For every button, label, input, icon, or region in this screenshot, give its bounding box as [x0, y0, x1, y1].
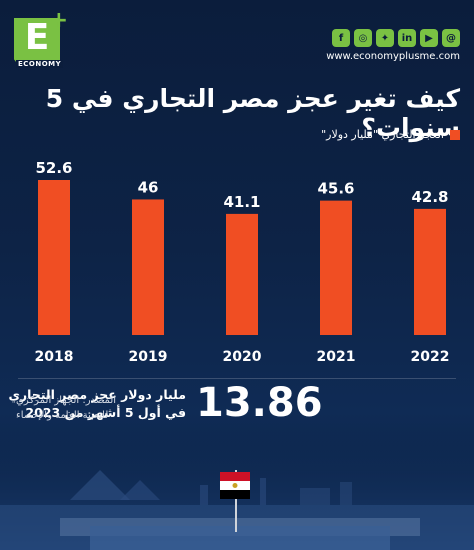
egypt-skyline-illustration — [0, 430, 474, 550]
stat-line-1: مليار دولار عجز مصر التجاري — [8, 387, 186, 402]
x-tick-label: 2021 — [317, 349, 356, 365]
bar-2020 — [226, 213, 258, 335]
legend-swatch — [450, 129, 460, 140]
logo-wordmark: ECONOMY — [16, 60, 64, 68]
twitter-icon[interactable]: ✦ — [376, 29, 394, 47]
divider — [18, 378, 456, 379]
x-tick-label: 2022 — [411, 349, 450, 365]
stat-value: 13.86 — [196, 380, 323, 426]
x-tick-label: 2019 — [129, 349, 168, 365]
stat-line-2: في أول 5 أشهر من 2023 — [25, 405, 186, 421]
egypt-flag-icon — [220, 472, 250, 499]
instagram-icon[interactable]: ◎ — [354, 29, 372, 47]
logo-box: E — [14, 18, 60, 64]
x-tick-label: 2020 — [223, 349, 262, 365]
bar-chart: 52.6 2018 46 2019 41.1 2020 45.6 2021 42.8 2022 — [35, 159, 450, 365]
source-line-1: المصدر: الجهاز المركزي — [16, 395, 117, 406]
facebook-icon[interactable]: f — [332, 29, 350, 47]
bar-2019 — [132, 199, 164, 335]
chart-legend: العجز التجاري "مليار دولار" — [321, 128, 460, 141]
economy-plus-logo: E + ECONOMY — [14, 8, 68, 68]
source-line-2: للتعبئة العامة والإحصاء — [16, 410, 109, 421]
logo-letter: E — [24, 17, 50, 58]
bar-2021 — [320, 200, 352, 335]
bar-value-label: 45.6 — [317, 180, 354, 198]
bar-value-label: 52.6 — [35, 159, 72, 177]
source-note: المصدر: الجهاز المركزي للتعبئة العامة وا… — [16, 393, 126, 423]
x-tick-label: 2018 — [35, 349, 74, 365]
social-links: f ◎ ✦ in ▶ @ — [332, 29, 460, 47]
stat-description: مليار دولار عجز مصر التجاري في أول 5 أشه… — [8, 386, 186, 422]
legend-label: العجز التجاري "مليار دولار" — [321, 128, 444, 141]
site-url[interactable]: www.economyplusme.com — [326, 51, 460, 62]
bar-value-label: 41.1 — [223, 193, 260, 211]
logo-plus: + — [49, 8, 68, 33]
youtube-icon[interactable]: ▶ — [420, 29, 438, 47]
bar-value-label: 42.8 — [411, 188, 448, 206]
linkedin-icon[interactable]: in — [398, 29, 416, 47]
chart-title: كيف تغير عجز مصر التجاري في 5 سنوات؟ — [45, 84, 460, 142]
bar-value-label: 46 — [138, 178, 159, 196]
bar-2018 — [38, 180, 70, 335]
bar-2022 — [414, 208, 446, 335]
threads-icon[interactable]: @ — [442, 29, 460, 47]
